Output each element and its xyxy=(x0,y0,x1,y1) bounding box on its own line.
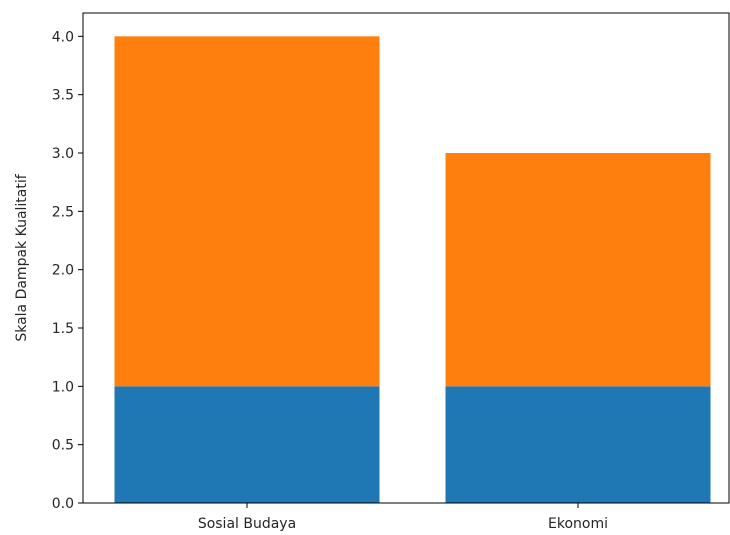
y-axis-label: Skala Dampak Kualitatif xyxy=(14,173,30,341)
y-tick-label: 1.5 xyxy=(52,321,74,337)
y-tick-label: 2.5 xyxy=(52,204,74,220)
y-tick-label: 4.0 xyxy=(52,29,74,45)
bar-2-sosial-budaya xyxy=(114,36,380,387)
bar-2-ekonomi xyxy=(445,153,711,387)
y-tick-label: 3.0 xyxy=(52,146,74,162)
y-tick-label: 0.5 xyxy=(52,438,74,454)
y-tick-label: 0.0 xyxy=(52,496,74,512)
y-tick-label: 1.0 xyxy=(52,379,74,395)
bars-layer xyxy=(114,36,711,503)
x-tick-label: Ekonomi xyxy=(548,516,608,532)
bar-1-sosial-budaya xyxy=(114,386,380,503)
y-tick-label: 2.0 xyxy=(52,263,74,279)
y-tick-label: 3.5 xyxy=(52,88,74,104)
x-tick-label: Sosial Budaya xyxy=(198,516,296,532)
bar-1-ekonomi xyxy=(445,386,711,503)
axes-frame xyxy=(82,12,730,504)
x-ticks: Sosial Budaya Ekonomi xyxy=(198,503,608,532)
y-ticks: 0.0 0.5 1.0 1.5 2.0 2.5 3.0 3.5 4.0 xyxy=(52,29,83,512)
